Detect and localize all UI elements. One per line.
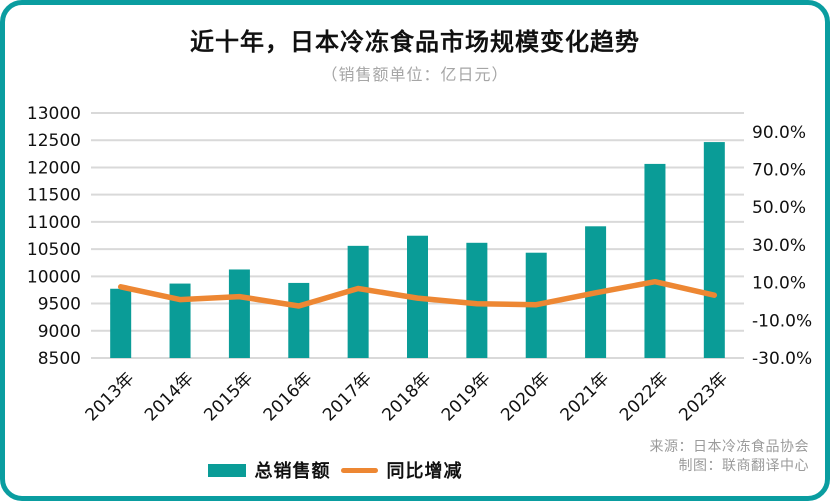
x-axis-label-2022年: 2022年 [616,369,673,426]
x-axis-label-2017年: 2017年 [319,369,376,426]
left-axis-tick-label: 12000 [27,158,81,178]
bar-2015年 [228,269,250,358]
left-axis-tick-label: 11000 [27,213,81,233]
bar-2013年 [110,288,132,358]
x-axis-label-2019年: 2019年 [438,369,495,426]
right-axis-tick-label: -10.0% [752,311,812,331]
bar-2019年 [466,242,488,358]
right-axis-tick-label: 70.0% [752,161,806,181]
left-axis-tick-label: 12500 [27,131,81,151]
right-axis-tick-label: -30.0% [752,349,812,369]
bar-2022年 [644,163,666,358]
left-axis-tick-label: 10000 [27,267,81,287]
left-axis-tick-label: 10500 [27,240,81,260]
chart-legend: 总销售额 同比增减 [5,457,665,483]
credit-line: 制图：联商翻译中心 [678,458,809,475]
x-axis-label-2020年: 2020年 [497,369,554,426]
right-axis-tick-label: 30.0% [752,236,806,256]
bar-2014年 [169,283,191,358]
bar-2017年 [347,245,369,358]
left-axis-tick-label: 11500 [27,186,81,206]
bar-2023年 [703,142,725,358]
bar-series-swatch-icon [207,463,246,477]
x-axis-label-2016年: 2016年 [260,369,317,426]
legend-item-yoy-change: 同比增减 [340,457,463,483]
line-series [117,278,718,309]
source-line: 来源：日本冷冻食品协会 [649,439,809,456]
right-axis-tick-label: 10.0% [752,274,806,294]
x-axis-label-2018年: 2018年 [379,369,436,426]
page-title: 近十年，日本冷冻食品市场规模变化趋势 [190,28,640,56]
chart-area: 13000 12500 12000 11500 11000 10500 10000 9500 9… [5,98,825,443]
left-axis-tick-label: 9000 [38,322,81,342]
bar-2016年 [288,282,310,358]
chart-subtitle: （销售额单位：亿日元） [321,65,509,84]
legend-label-yoy-change: 同比增减 [386,461,463,482]
left-axis-tick-label: 9500 [38,295,81,315]
x-axis-label-2015年: 2015年 [200,369,257,426]
legend-label-total-sales: 总销售额 [254,461,331,482]
line-series-swatch-icon [340,467,378,473]
right-axis-tick-label: 50.0% [752,198,806,218]
combo-chart-canvas: 13000 12500 12000 11500 11000 10500 10000 9500 9… [27,104,812,426]
yoy-line [117,278,718,309]
legend-item-total-sales: 总销售额 [207,457,331,483]
axis-labels: 13000 12500 12000 11500 11000 10500 10000 9500 9… [27,104,812,369]
x-axis-label-2014年: 2014年 [141,369,198,426]
left-axis-tick-label: 13000 [27,104,81,124]
x-axis-label-2021年: 2021年 [557,369,614,426]
left-axis-tick-label: 8500 [38,349,81,369]
x-axis-labels: 2013年 2014年 2015年 2016年 2017年 2018年 2019年 2020年… [82,369,732,426]
x-axis-label-2023年: 2023年 [675,369,732,426]
x-axis-label-2013年: 2013年 [82,369,139,426]
chart-footer: 来源：日本冷冻食品协会 制图：联商翻译中心 [650,438,810,476]
right-axis-tick-label: 90.0% [752,123,806,143]
